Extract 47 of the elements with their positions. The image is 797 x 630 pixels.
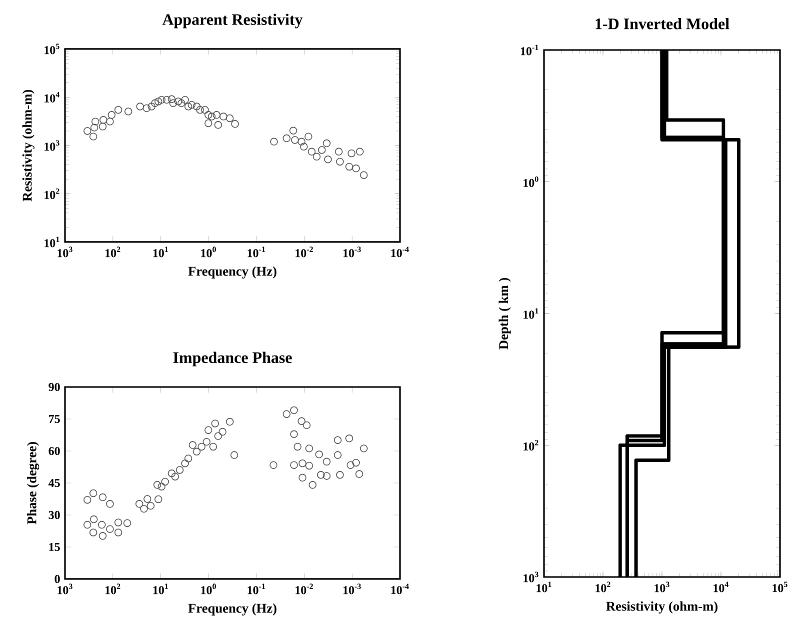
x-tick-label: 10$^{2}$ [105,246,120,258]
x-tick-label: 10$^{-3}$ [343,584,361,594]
y-tick-label: 15 [49,542,60,552]
x-tick-label: 10$^{0}$ [201,584,216,594]
y-axis-title: Resistivity (ohm-m) [22,90,34,202]
chart-title: Apparent Resistivity [162,14,303,28]
x-axis-title: Frequency (Hz) [188,603,276,616]
y-tick-label: 90 [48,382,60,392]
y-tick-label: 10$^{1}$ [524,308,538,319]
y-tick-label: 75 [48,415,60,423]
y-axis-title: Phase (degree) [26,442,40,524]
x-tick-label: 10$^{0}$ [201,246,216,258]
y-tick-label: 10$^{2}$ [524,440,538,451]
chart-title: Impedance Phase [173,352,292,366]
y-axis-title: Depth ( km ) [498,278,511,350]
y-tick-label: 0 [54,574,60,584]
y-tick-label: 10$^{2}$ [44,188,60,199]
x-tick-label: 10$^{3}$ [58,246,72,258]
y-tick-label: 10$^{4}$ [44,92,60,102]
chart-title: 1-D Inverted Model [596,18,730,30]
x-tick-label: 10$^{-4}$ [391,584,409,594]
x-tick-label: 10$^{-1}$ [248,584,266,594]
x-tick-label: 10$^{4}$ [714,582,729,592]
y-tick-label: 10$^{3}$ [44,140,60,151]
x-axis-title: Resistivity (ohm-m) [606,601,718,614]
y-tick-label: 30 [48,510,60,520]
x-tick-label: 10$^{-1}$ [248,246,266,258]
y-tick-label: 10$^{3}$ [524,572,538,582]
x-tick-label: 10$^{-3}$ [343,246,361,258]
y-tick-label: 60 [48,446,60,456]
x-tick-label: 10$^{1}$ [153,584,168,594]
x-tick-label: 10$^{-2}$ [296,246,313,258]
x-tick-label: 10$^{1}$ [536,582,552,592]
x-tick-label: 10$^{3}$ [58,584,72,594]
x-tick-label: 10$^{1}$ [153,246,168,258]
x-tick-label: 10$^{5}$ [772,582,788,592]
x-tick-label: 10$^{2}$ [105,584,120,594]
x-tick-label: 10$^{-4}$ [391,246,409,258]
x-axis-title: Frequency (Hz) [188,266,276,279]
y-tick-label: 10$^{1}$ [44,236,60,248]
y-tick-label: 10$^{0}$ [524,176,538,188]
x-tick-label: 10$^{2}$ [596,582,610,592]
x-tick-label: 10$^{3}$ [654,582,670,592]
y-tick-label: 10$^{5}$ [44,44,60,54]
x-tick-label: 10$^{-2}$ [296,584,313,594]
y-tick-label: 10$^{-1}$ [520,44,538,56]
y-tick-label: 45 [48,478,60,488]
